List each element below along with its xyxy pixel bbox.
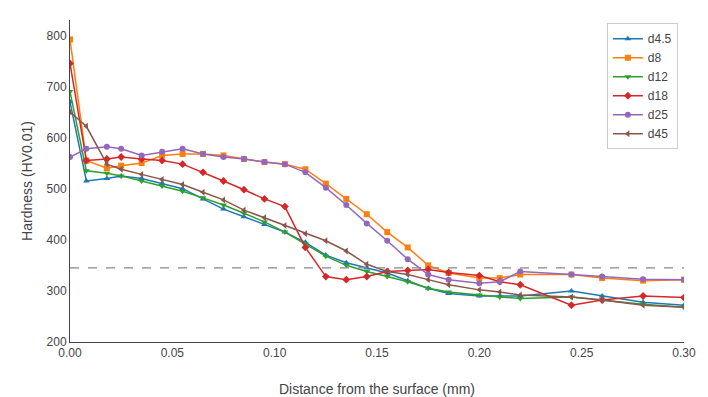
svg-text:0.30: 0.30	[672, 346, 696, 360]
svg-text:0.00: 0.00	[58, 346, 82, 360]
svg-text:d45: d45	[648, 127, 668, 141]
svg-text:Distance from the surface (mm): Distance from the surface (mm)	[279, 381, 475, 397]
svg-text:d4.5: d4.5	[648, 32, 672, 46]
svg-text:0.05: 0.05	[161, 346, 185, 360]
svg-text:700: 700	[47, 80, 67, 94]
svg-text:600: 600	[47, 131, 67, 145]
svg-text:400: 400	[47, 233, 67, 247]
svg-text:Hardness (HV0.01): Hardness (HV0.01)	[19, 121, 35, 241]
svg-text:500: 500	[47, 182, 67, 196]
svg-text:300: 300	[47, 284, 67, 298]
svg-text:800: 800	[47, 29, 67, 43]
svg-text:d8: d8	[648, 51, 662, 65]
svg-text:d12: d12	[648, 70, 668, 84]
svg-text:d18: d18	[648, 89, 668, 103]
svg-text:0.25: 0.25	[570, 346, 594, 360]
svg-text:d25: d25	[648, 108, 668, 122]
svg-text:0.20: 0.20	[468, 346, 492, 360]
svg-text:0.10: 0.10	[263, 346, 287, 360]
svg-text:200: 200	[47, 335, 67, 349]
svg-text:0.15: 0.15	[365, 346, 389, 360]
